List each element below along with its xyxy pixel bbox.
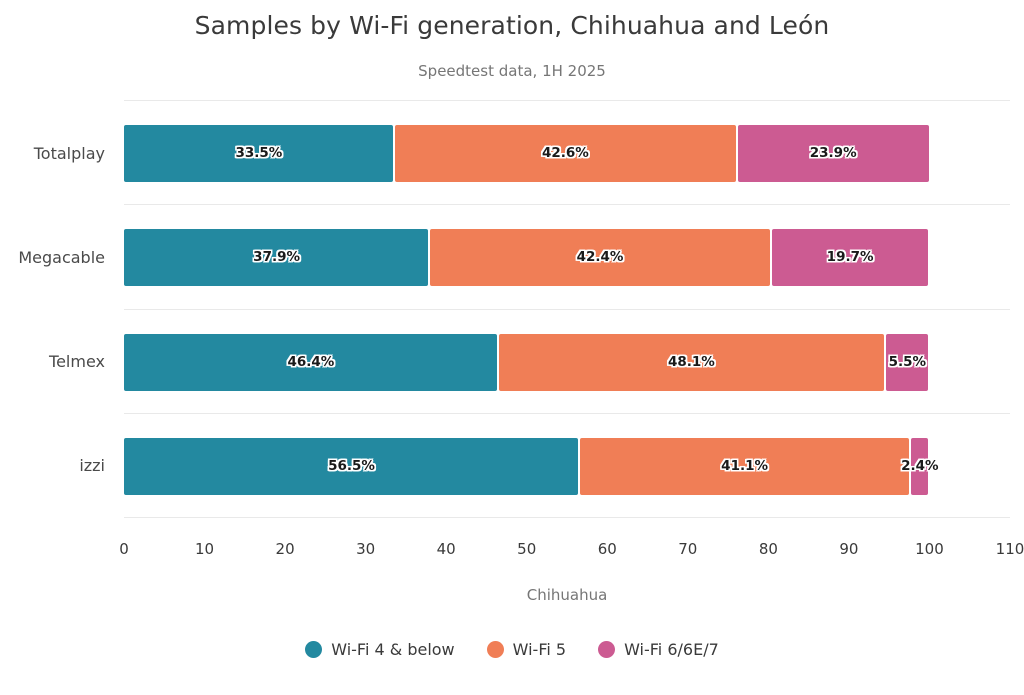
bar-segment[interactable] [911, 438, 929, 495]
x-axis-tick-label: 110 [995, 540, 1024, 558]
bar-segment[interactable] [124, 229, 429, 286]
bar-row[interactable]: 46.4% 48.1% 5.5% [124, 334, 1010, 391]
bar-row[interactable]: 37.9% 42.4% 19.7% [124, 229, 1010, 286]
legend-label: Wi-Fi 5 [512, 640, 567, 659]
y-axis-tick-label: Telmex [49, 352, 105, 371]
legend-swatch-circle-icon [305, 641, 323, 658]
x-axis-tick-label: 0 [119, 540, 129, 558]
x-axis-tick-label: 80 [758, 540, 778, 558]
legend-label: Wi-Fi 6/6E/7 [624, 640, 719, 659]
x-axis-tick-label: 40 [436, 540, 456, 558]
bar-segment[interactable] [124, 125, 393, 182]
x-axis-tick-label: 100 [915, 540, 944, 558]
bar-segment[interactable] [580, 438, 910, 495]
chart-legend: Wi-Fi 4 & below Wi-Fi 5 Wi-Fi 6/6E/7 [0, 640, 1024, 659]
x-axis-tick-label: 70 [678, 540, 698, 558]
bar-row[interactable]: 33.5% 42.6% 23.9% [124, 125, 1010, 182]
plot-area: 33.5% 42.6% 23.9% 37.9% 42.4% 19.7% 46.4% 48.1%… [124, 100, 1010, 518]
bar-row[interactable]: 56.5% 41.1% 2.4% [124, 438, 1010, 495]
gridline [124, 100, 1010, 101]
legend-label: Wi-Fi 4 & below [331, 640, 455, 659]
x-axis-tick-label: 10 [194, 540, 215, 558]
y-axis-tick-label: izzi [79, 456, 105, 475]
chart-subtitle: Speedtest data, 1H 2025 [418, 62, 606, 80]
chart-title: Samples by Wi-Fi generation, Chihuahua a… [194, 11, 830, 40]
x-axis-tick-label: 20 [275, 540, 295, 558]
x-axis-title: Chihuahua [526, 586, 608, 604]
legend-item[interactable]: Wi-Fi 5 [486, 640, 567, 659]
legend-item[interactable]: Wi-Fi 4 & below [305, 640, 455, 659]
y-axis-tick-label: Totalplay [33, 144, 105, 163]
gridline [124, 517, 1010, 518]
legend-swatch-circle-icon [486, 641, 504, 658]
bar-segment[interactable] [498, 334, 885, 391]
bar-segment[interactable] [124, 334, 497, 391]
bar-segment[interactable] [124, 438, 579, 495]
y-axis-tick-label: Megacable [18, 248, 105, 267]
bar-segment[interactable] [738, 125, 929, 182]
gridline [124, 204, 1010, 205]
bar-segment[interactable] [430, 229, 770, 286]
bar-segment[interactable] [394, 125, 736, 182]
bar-segment[interactable] [771, 229, 929, 286]
x-axis-tick-label: 50 [517, 540, 537, 558]
x-axis-tick-label: 30 [356, 540, 376, 558]
bar-segment[interactable] [886, 334, 929, 391]
gridline [124, 309, 1010, 310]
x-axis-tick-label: 90 [839, 540, 859, 558]
gridline [124, 413, 1010, 414]
legend-item[interactable]: Wi-Fi 6/6E/7 [598, 640, 719, 659]
x-axis-tick-label: 60 [597, 540, 617, 558]
legend-swatch-circle-icon [598, 641, 616, 658]
